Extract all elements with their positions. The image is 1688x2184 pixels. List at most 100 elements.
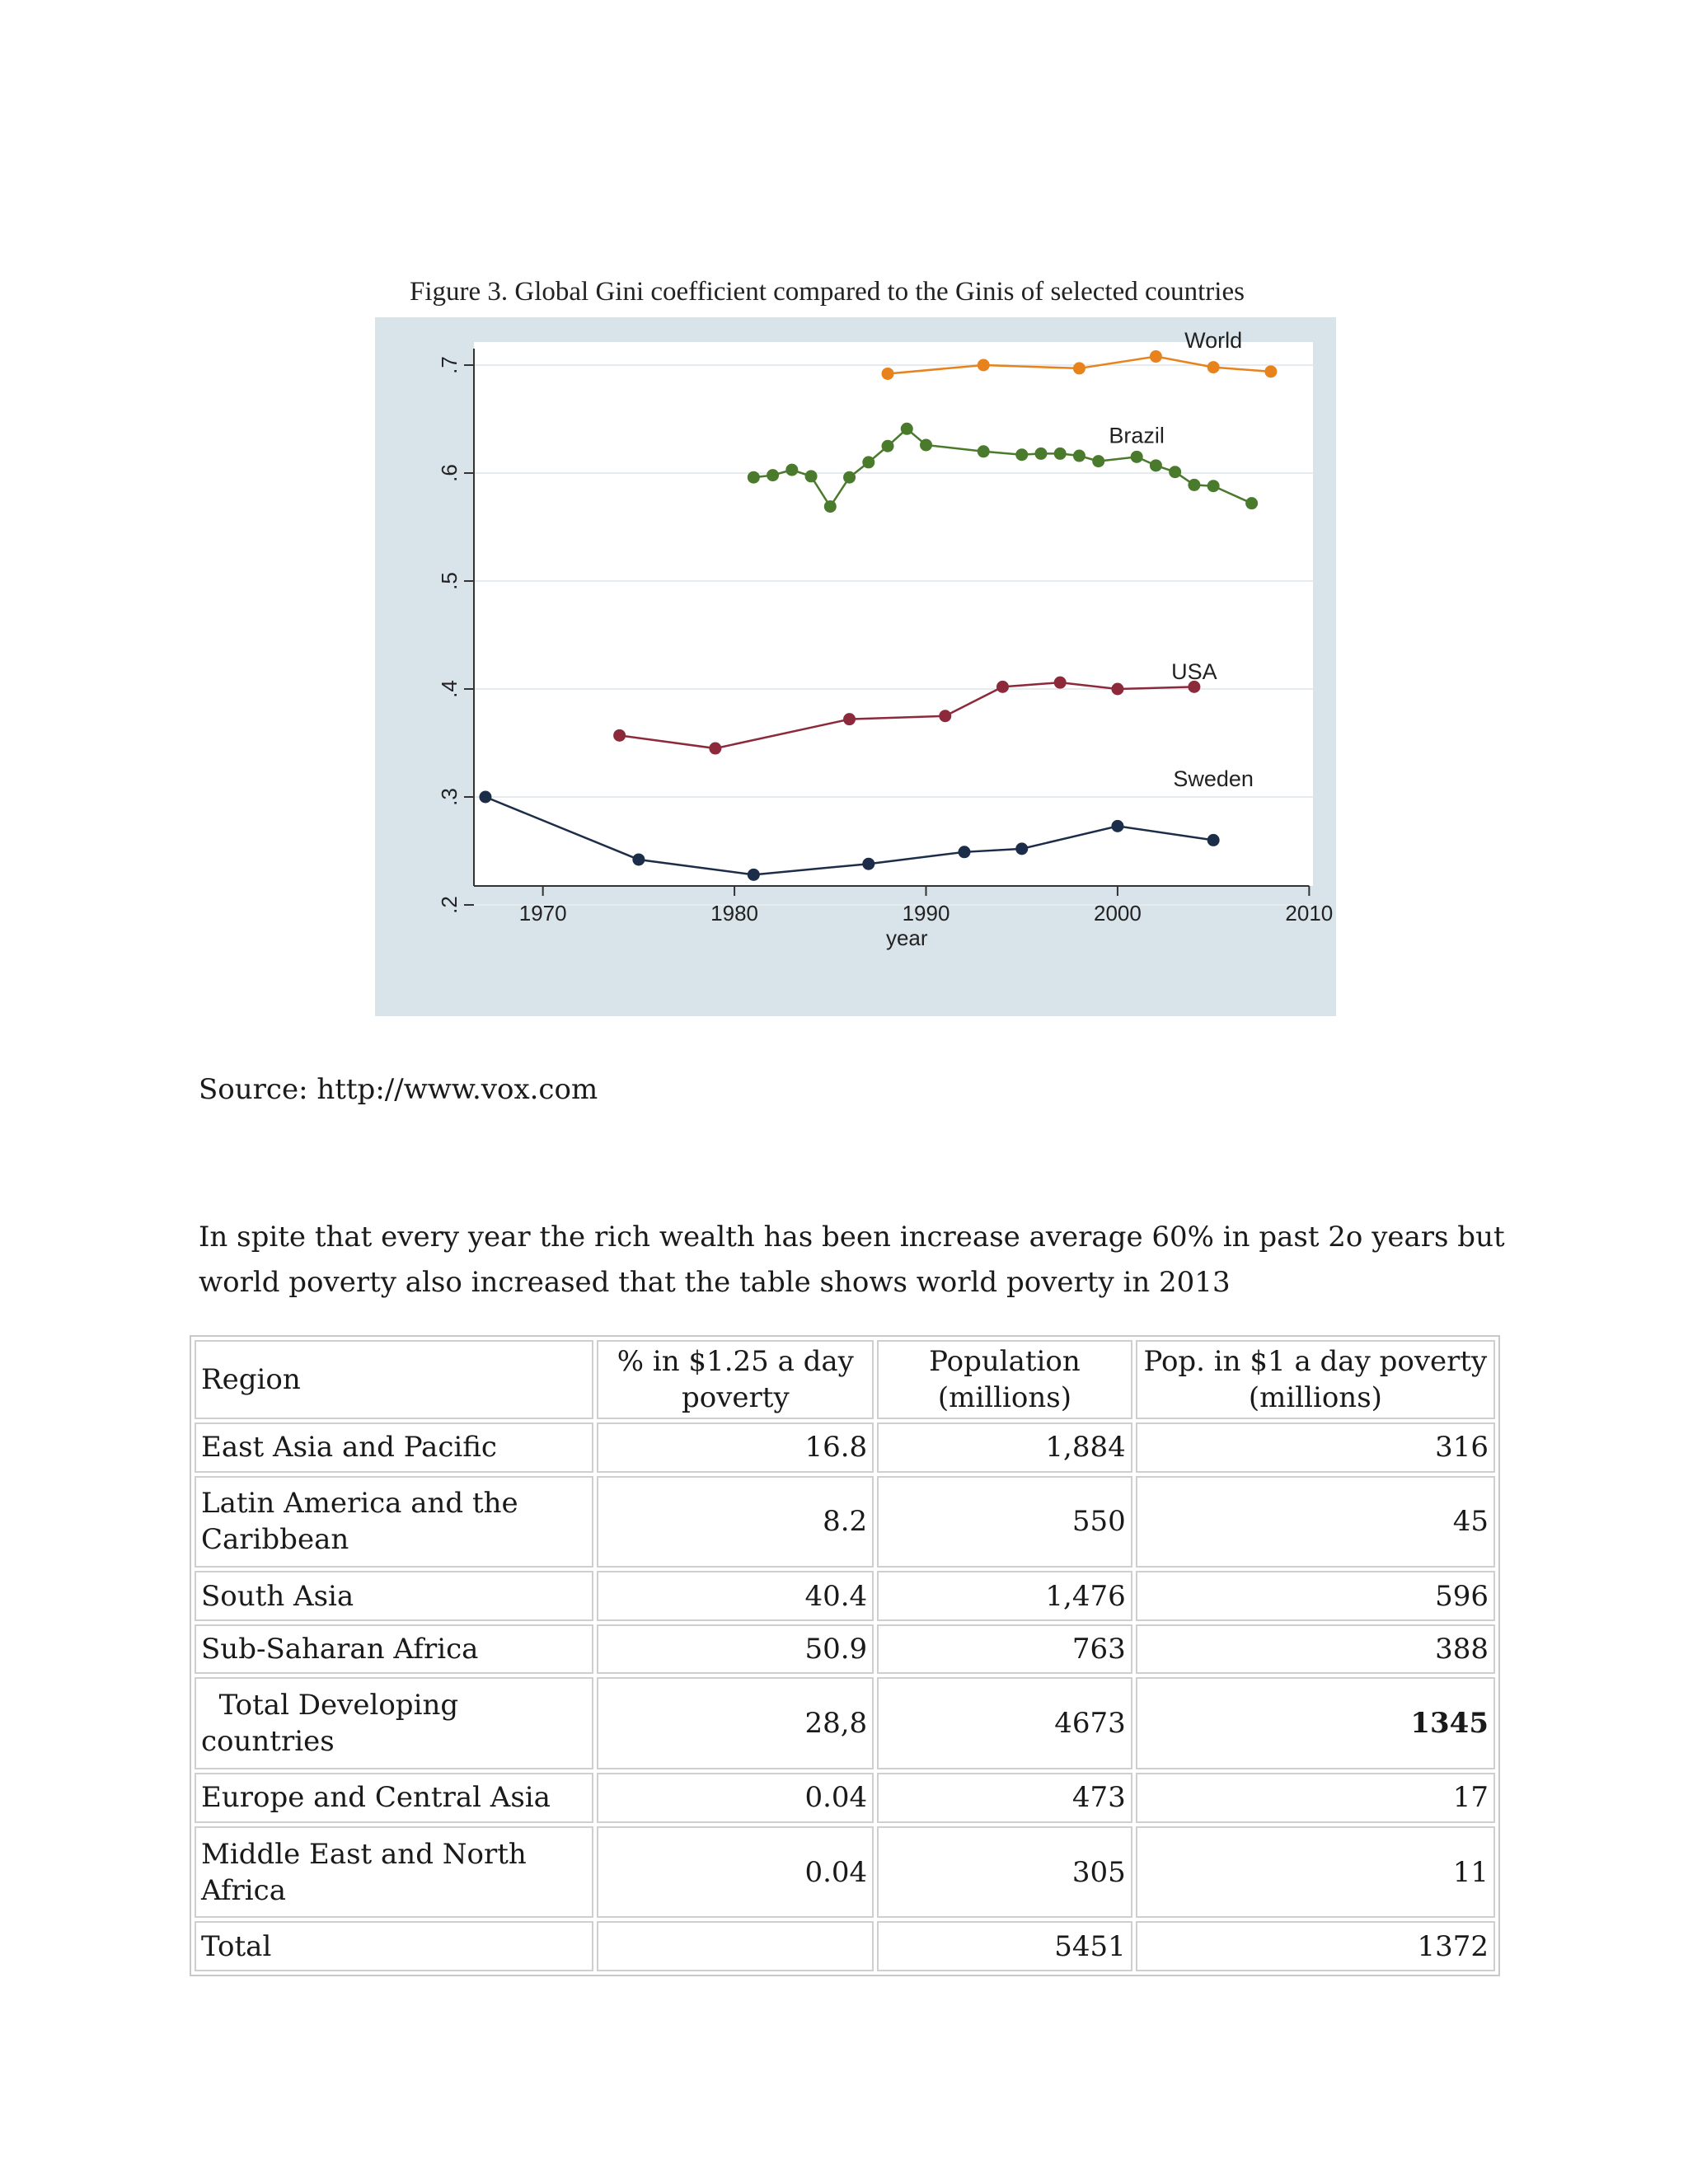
data-point-brazil [900,422,913,435]
data-point-sweden [958,846,971,859]
data-point-usa [1188,680,1201,693]
data-point-sweden [1015,842,1029,855]
region-cell: Total Developing countries [195,1677,594,1770]
pct-cell: 0.04 [597,1773,874,1823]
data-point-brazil [1015,448,1029,462]
data-point-brazil [1245,497,1259,510]
data-point-brazil [804,470,818,483]
x-tick-label: 1990 [903,901,950,926]
x-axis-label: year [886,926,928,950]
x-tick-label: 1970 [519,901,567,926]
data-point-sweden [1207,833,1220,846]
data-point-usa [939,710,952,723]
table-row: South Asia 40.4 1,476 596 [195,1571,1495,1621]
data-point-sweden [632,853,645,866]
data-point-usa [843,713,856,726]
y-tick-label: .3 [437,788,462,806]
poverty-table: Region % in $1.25 a day poverty Populati… [190,1335,1500,1976]
data-point-usa [996,680,1009,693]
data-point-brazil [1092,455,1105,468]
y-tick-label: .6 [437,464,462,482]
gini-chart-svg: .2 .3 .4 .5 .6 .7 1970 1980 1990 2000 2010 year Worl… [437,328,1333,950]
population-cell: 5451 [877,1921,1132,1971]
series-label-world: World [1184,328,1242,353]
table-row: East Asia and Pacific 16.8 1,884 316 [195,1422,1495,1473]
pct-cell: 8.2 [597,1475,874,1568]
data-point-brazil [881,439,894,452]
data-point-world [1264,365,1278,378]
region-cell: Middle East and North Africa [195,1825,594,1919]
pop-poverty-cell: 11 [1135,1825,1495,1919]
data-point-sweden [1111,819,1124,832]
pop-poverty-cell: 316 [1135,1422,1495,1473]
population-cell: 1,884 [877,1422,1132,1473]
data-point-sweden [862,857,875,870]
x-tick-label: 2010 [1285,901,1333,926]
data-point-usa [1111,682,1124,696]
data-point-world [977,359,990,372]
data-point-usa [1053,676,1067,689]
series-label-usa: USA [1171,659,1217,684]
data-point-brazil [823,500,837,513]
source-line: Source: http://www.vox.com [199,1073,598,1106]
y-tick-label: .7 [437,356,462,374]
data-point-sweden [747,868,760,881]
series-line-world [887,355,1271,375]
pop-poverty-cell: 1372 [1135,1921,1495,1971]
population-cell: 1,476 [877,1571,1132,1621]
data-point-brazil [1188,478,1201,491]
x-tick-label: 1980 [710,901,758,926]
y-tick-label: .4 [437,680,462,698]
region-cell: East Asia and Pacific [195,1422,594,1473]
data-point-brazil [920,438,933,452]
data-point-brazil [1169,466,1182,479]
population-cell: 473 [877,1773,1132,1823]
plot-area [474,342,1313,886]
pct-cell: 50.9 [597,1624,874,1675]
data-point-brazil [1053,447,1067,460]
table-row: Total 5451 1372 [195,1921,1495,1971]
region-cell: Sub-Saharan Africa [195,1624,594,1675]
table-header-row: Region % in $1.25 a day poverty Populati… [195,1340,1495,1419]
data-point-brazil [1072,449,1085,462]
series-line-brazil [753,427,1253,509]
header-population: Population (millions) [877,1340,1132,1419]
data-point-brazil [1034,447,1048,460]
series-label-sweden: Sweden [1173,766,1254,791]
data-point-brazil [843,471,856,484]
data-point-brazil [785,463,799,476]
pop-poverty-cell: 388 [1135,1624,1495,1675]
table-row: Latin America and the Caribbean 8.2 550 … [195,1475,1495,1568]
pop-poverty-cell: 596 [1135,1571,1495,1621]
pop-poverty-cell: 1345 [1135,1677,1495,1770]
data-point-brazil [862,456,875,469]
table-row: Europe and Central Asia 0.04 473 17 [195,1773,1495,1823]
region-cell: Total [195,1921,594,1971]
data-point-world [881,367,894,380]
data-point-usa [613,729,626,742]
series-label-brazil: Brazil [1109,423,1165,448]
pct-cell: 28,8 [597,1677,874,1770]
population-cell: 4673 [877,1677,1132,1770]
table-row: Sub-Saharan Africa 50.9 763 388 [195,1624,1495,1675]
data-point-brazil [1149,459,1162,472]
x-tick-label: 2000 [1094,901,1142,926]
data-point-brazil [747,471,760,484]
data-point-world [1207,361,1220,374]
pct-cell [597,1921,874,1971]
series-line-usa [619,681,1194,750]
y-tick-label: .2 [437,896,462,914]
data-point-sweden [479,790,492,804]
pop-poverty-cell: 17 [1135,1773,1495,1823]
region-cell: South Asia [195,1571,594,1621]
data-point-usa [709,742,722,755]
region-cell: Latin America and the Caribbean [195,1475,594,1568]
header-region: Region [195,1340,594,1419]
header-pop-poverty: Pop. in $1 a day poverty (millions) [1135,1340,1495,1419]
gini-chart: .2 .3 .4 .5 .6 .7 1970 1980 1990 2000 2010 year Worl… [375,317,1336,1016]
data-point-brazil [977,445,990,458]
body-paragraph: In spite that every year the rich wealth… [199,1221,1505,1299]
pct-cell: 16.8 [597,1422,874,1473]
data-point-brazil [767,469,780,482]
series-line-sweden [485,795,1214,876]
